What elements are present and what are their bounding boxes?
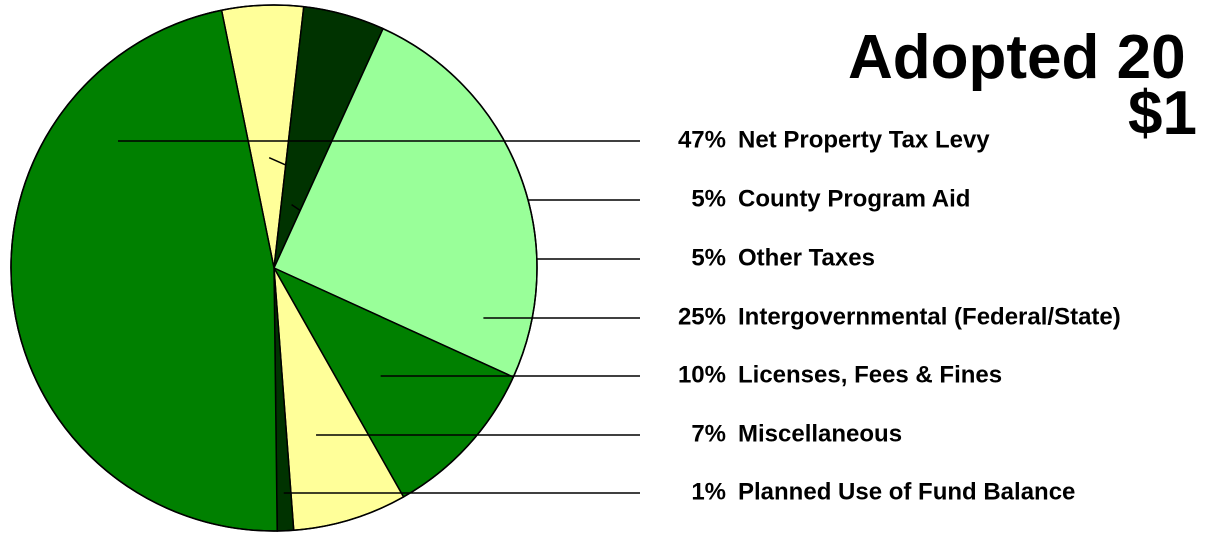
chart-title: Adopted 20 — [848, 23, 1186, 92]
chart-subtitle: $1 — [1128, 79, 1197, 148]
data-label: 5% — [691, 244, 726, 271]
legend-label: Intergovernmental (Federal/State) — [738, 303, 1121, 330]
data-label: 47% — [678, 126, 726, 153]
legend-label: Miscellaneous — [738, 420, 902, 447]
legend-label: Other Taxes — [738, 244, 875, 271]
data-label: 7% — [691, 420, 726, 447]
pie-outline — [10, 4, 538, 532]
legend-label: County Program Aid — [738, 185, 970, 212]
data-label: 10% — [678, 361, 726, 388]
data-label: 1% — [691, 478, 726, 505]
data-label: 25% — [678, 303, 726, 330]
data-label: 5% — [691, 185, 726, 212]
legend-label: Net Property Tax Levy — [738, 126, 990, 153]
legend-label: Licenses, Fees & Fines — [738, 361, 1002, 388]
pie-slice — [10, 9, 278, 532]
legend-label: Planned Use of Fund Balance — [738, 478, 1075, 505]
